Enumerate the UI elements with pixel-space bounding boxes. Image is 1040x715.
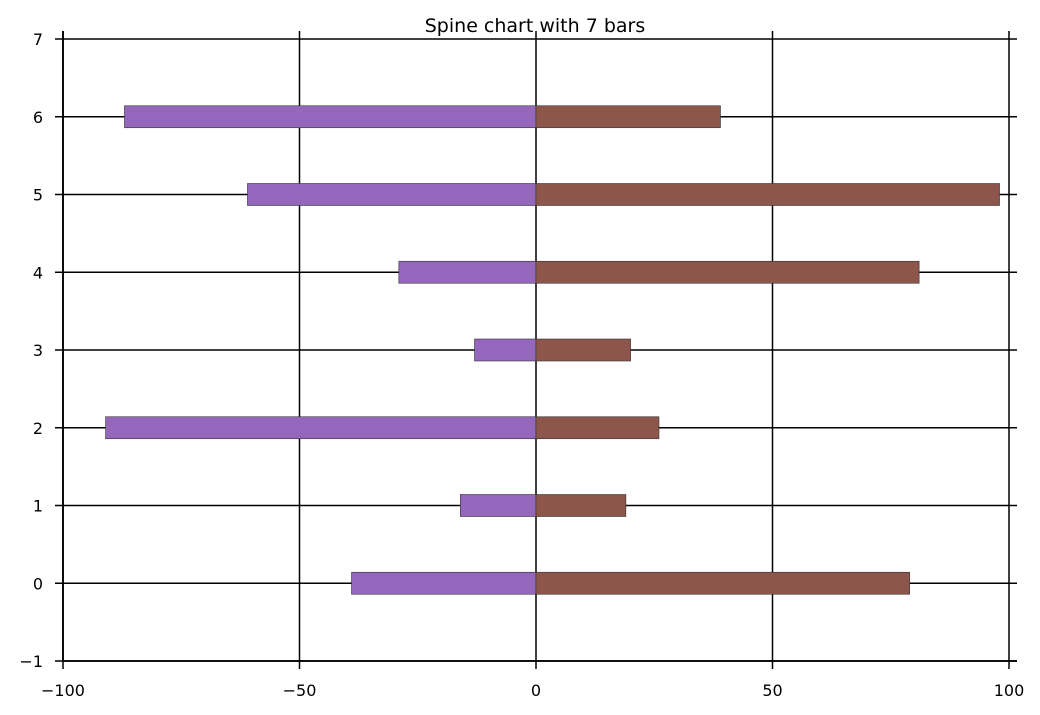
y-tick-label: 2 <box>33 419 43 438</box>
y-tick-label: 4 <box>33 263 43 282</box>
x-tick-label: −50 <box>283 681 317 700</box>
y-tick-label: 3 <box>33 341 43 360</box>
left-bar-0 <box>351 571 537 595</box>
right-bar-1 <box>535 494 627 517</box>
left-bar-4 <box>398 260 537 284</box>
right-bar-0 <box>535 571 910 595</box>
ticks: −100 −50 0 50 100 −1 0 1 2 3 4 5 6 7 <box>19 30 1024 700</box>
left-bar-2 <box>105 416 537 440</box>
y-tick-label: 6 <box>33 108 43 127</box>
y-tick-label: −1 <box>19 652 43 671</box>
left-bar-5 <box>247 183 537 206</box>
right-bar-3 <box>535 338 631 362</box>
chart-title: Spine chart with 7 bars <box>425 15 646 37</box>
x-tick-label: 100 <box>994 681 1025 700</box>
right-bar-6 <box>535 105 721 129</box>
right-bar-2 <box>535 416 660 440</box>
y-tick-label: 0 <box>33 574 43 593</box>
left-bar-1 <box>460 494 537 517</box>
axes <box>55 31 1017 669</box>
y-tick-label: 5 <box>33 186 43 205</box>
right-bar-4 <box>535 260 920 284</box>
y-tick-label: 7 <box>33 30 43 49</box>
left-bar-3 <box>474 338 537 362</box>
x-tick-label: 0 <box>531 681 541 700</box>
left-bar-6 <box>124 105 537 129</box>
x-tick-label: 50 <box>762 681 782 700</box>
right-bar-5 <box>535 183 1000 206</box>
y-tick-label: 1 <box>33 497 43 516</box>
bars <box>105 105 1000 595</box>
x-tick-label: −100 <box>41 681 85 700</box>
